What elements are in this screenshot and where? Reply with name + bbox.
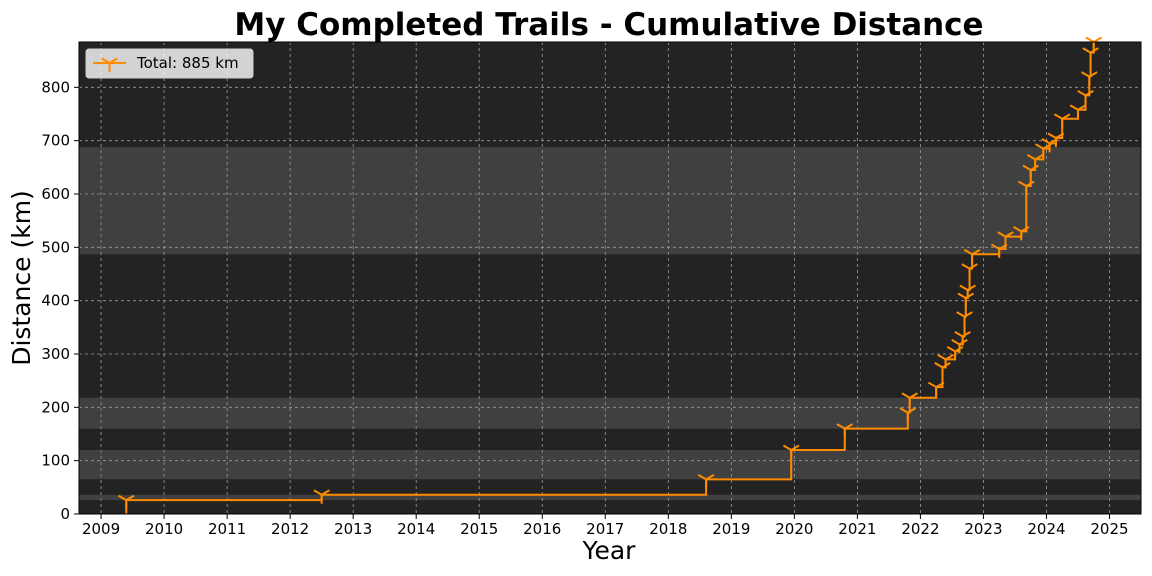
data-point: [697, 473, 715, 489]
y-tick-label: 500: [41, 238, 70, 256]
y-tick-label: 800: [41, 78, 70, 96]
highlight-band: [79, 450, 1141, 480]
y-tick-label: 600: [41, 185, 70, 203]
highlight-band: [79, 494, 1141, 501]
y-tick-label: 200: [41, 398, 70, 416]
highlight-bands: [79, 147, 1141, 501]
plot-background: [79, 42, 1141, 514]
legend-label: Total: 885 km: [136, 54, 239, 72]
highlight-band: [79, 147, 1141, 255]
y-tick-label: 300: [41, 345, 70, 363]
data-point: [963, 248, 981, 264]
x-tick-label: 2023: [964, 520, 1002, 538]
y-axis-label: Distance (km): [7, 190, 36, 366]
data-point: [1026, 153, 1044, 169]
data-point: [1085, 36, 1103, 51]
data-point: [313, 489, 330, 504]
data-point: [927, 381, 945, 397]
data-point: [956, 311, 973, 326]
data-point: [1069, 104, 1087, 119]
data-point: [997, 231, 1014, 246]
chart-title: My Completed Trails - Cumulative Distanc…: [234, 7, 983, 43]
data-point: [937, 353, 954, 369]
data-point: [899, 407, 917, 422]
data-point: [1017, 180, 1035, 195]
x-tick-label: 2014: [397, 520, 435, 538]
x-tick-label: 2024: [1027, 520, 1065, 538]
x-tick-label: 2025: [1090, 520, 1128, 538]
highlight-band: [79, 397, 1141, 429]
x-tick-label: 2010: [145, 520, 183, 538]
x-tick-label: 2018: [649, 520, 687, 538]
x-tick-label: 2012: [271, 520, 309, 538]
data-point: [1047, 132, 1065, 147]
x-tick-label: 2021: [838, 520, 876, 538]
x-tick-label: 2013: [334, 520, 372, 538]
data-point: [782, 444, 800, 459]
data-point: [1012, 225, 1030, 241]
data-point: [117, 494, 135, 510]
x-tick-label: 2011: [208, 520, 246, 538]
x-tick-label: 2022: [901, 520, 939, 538]
y-tick-label: 0: [60, 505, 70, 523]
data-point: [1081, 71, 1098, 86]
x-tick-label: 2016: [523, 520, 561, 538]
data-point: [901, 392, 918, 407]
plot-area: [78, 36, 1142, 515]
data-point: [1077, 89, 1094, 105]
legend: Total: 885 km: [85, 48, 254, 79]
y-tick-label: 700: [41, 132, 70, 150]
data-point: [1053, 113, 1071, 128]
x-axis-ticks: 2009 2010 2011 2012 2013 2014 2015 2016 2017 2018…: [82, 514, 1129, 538]
x-tick-label: 2020: [775, 520, 813, 538]
legend-marker-swatch: [101, 57, 118, 72]
x-tick-label: 2017: [586, 520, 624, 538]
x-tick-label: 2015: [460, 520, 498, 538]
data-point: [954, 331, 971, 346]
y-tick-label: 100: [41, 452, 70, 470]
data-point: [959, 284, 976, 299]
gridlines: [79, 42, 1141, 515]
data-point: [836, 423, 854, 438]
data-point: [961, 263, 978, 278]
series-layer: [117, 36, 1103, 514]
legend-box: [85, 48, 254, 79]
x-tick-label: 2009: [82, 520, 120, 538]
x-tick-label: 2019: [712, 520, 750, 538]
y-tick-label: 400: [41, 292, 70, 310]
x-axis-label: Year: [582, 536, 637, 565]
plot-frame: [78, 41, 1142, 515]
y-axis-ticks: 0 100 200 300 400 500 600 700 800: [41, 78, 79, 523]
